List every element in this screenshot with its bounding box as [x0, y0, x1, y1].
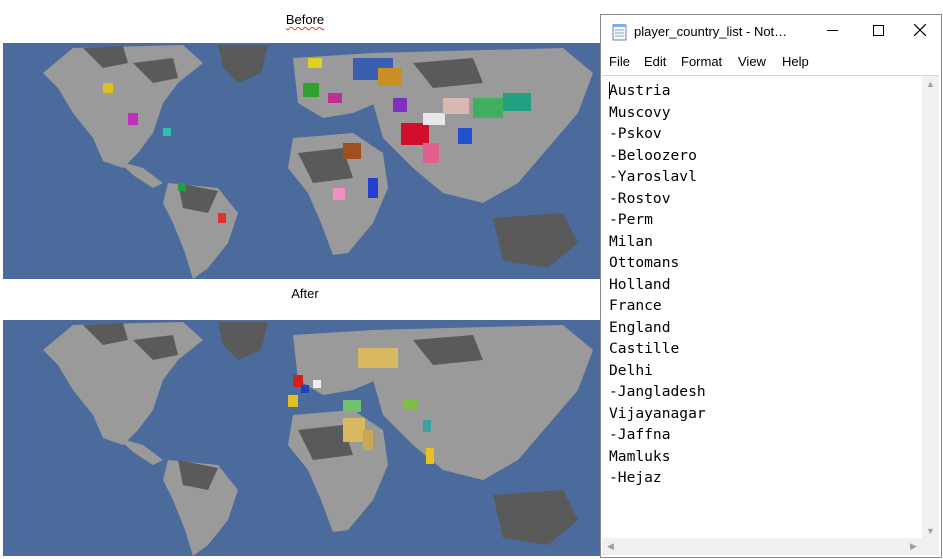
after-caption: After [291, 286, 319, 301]
horizontal-scrollbar[interactable]: ◀ ▶ [602, 538, 922, 555]
title-bar[interactable]: player_country_list - Not… [601, 15, 941, 49]
text-line: France [609, 297, 662, 314]
scroll-right-icon[interactable]: ▶ [910, 541, 917, 551]
text-caret [609, 82, 610, 99]
minimize-button[interactable] [809, 15, 855, 49]
text-line: -Hejaz [609, 469, 662, 486]
text-line: Muscovy [609, 103, 671, 121]
scroll-down-icon[interactable]: ▼ [926, 526, 935, 536]
text-line: Ottomans [609, 254, 680, 271]
text-line: Milan [609, 232, 653, 250]
text-line: -Jangladesh [609, 383, 706, 400]
text-line: -Pskov [609, 125, 662, 142]
maximize-icon [872, 23, 884, 41]
menu-help[interactable]: Help [782, 54, 809, 69]
menu-file[interactable]: File [609, 54, 630, 69]
text-line: -Rostov [609, 189, 671, 207]
notepad-icon [612, 23, 628, 41]
text-line: -Yaroslavl [609, 168, 697, 185]
before-caption: Before [285, 12, 325, 27]
text-line: Mamluks [609, 447, 671, 465]
text-line: Vijayanagar [609, 404, 706, 422]
menu-bar: File Edit Format View Help [601, 51, 941, 73]
text-line: Austria [609, 82, 671, 99]
notepad-window[interactable]: player_country_list - Not… File Edit For… [600, 14, 942, 558]
text-line: -Beloozero [609, 146, 697, 164]
text-line: -Perm [609, 211, 653, 228]
text-line: Delhi [609, 361, 653, 379]
text-content[interactable]: Austria Muscovy -Pskov -Beloozero -Yaroslavl… [609, 80, 919, 489]
vertical-scrollbar[interactable]: ▲ ▼ [922, 76, 939, 540]
text-editor[interactable]: Austria Muscovy -Pskov -Beloozero -Yaroslavl… [602, 75, 939, 555]
maximize-button[interactable] [855, 15, 901, 49]
text-line: Castille [609, 340, 680, 357]
minimize-icon [826, 23, 838, 41]
close-icon [913, 23, 927, 41]
scroll-corner [922, 538, 939, 555]
window-title: player_country_list - Not… [634, 24, 788, 39]
menu-format[interactable]: Format [681, 54, 723, 69]
before-map [3, 43, 600, 279]
scroll-up-icon[interactable]: ▲ [926, 79, 935, 89]
text-line: England [609, 318, 671, 336]
scroll-left-icon[interactable]: ◀ [607, 541, 614, 551]
close-button[interactable] [897, 15, 943, 49]
text-line: Holland [609, 275, 671, 293]
after-map [3, 320, 600, 556]
text-line: -Jaffna [609, 426, 671, 443]
menu-edit[interactable]: Edit [644, 54, 667, 69]
menu-view[interactable]: View [738, 54, 766, 69]
